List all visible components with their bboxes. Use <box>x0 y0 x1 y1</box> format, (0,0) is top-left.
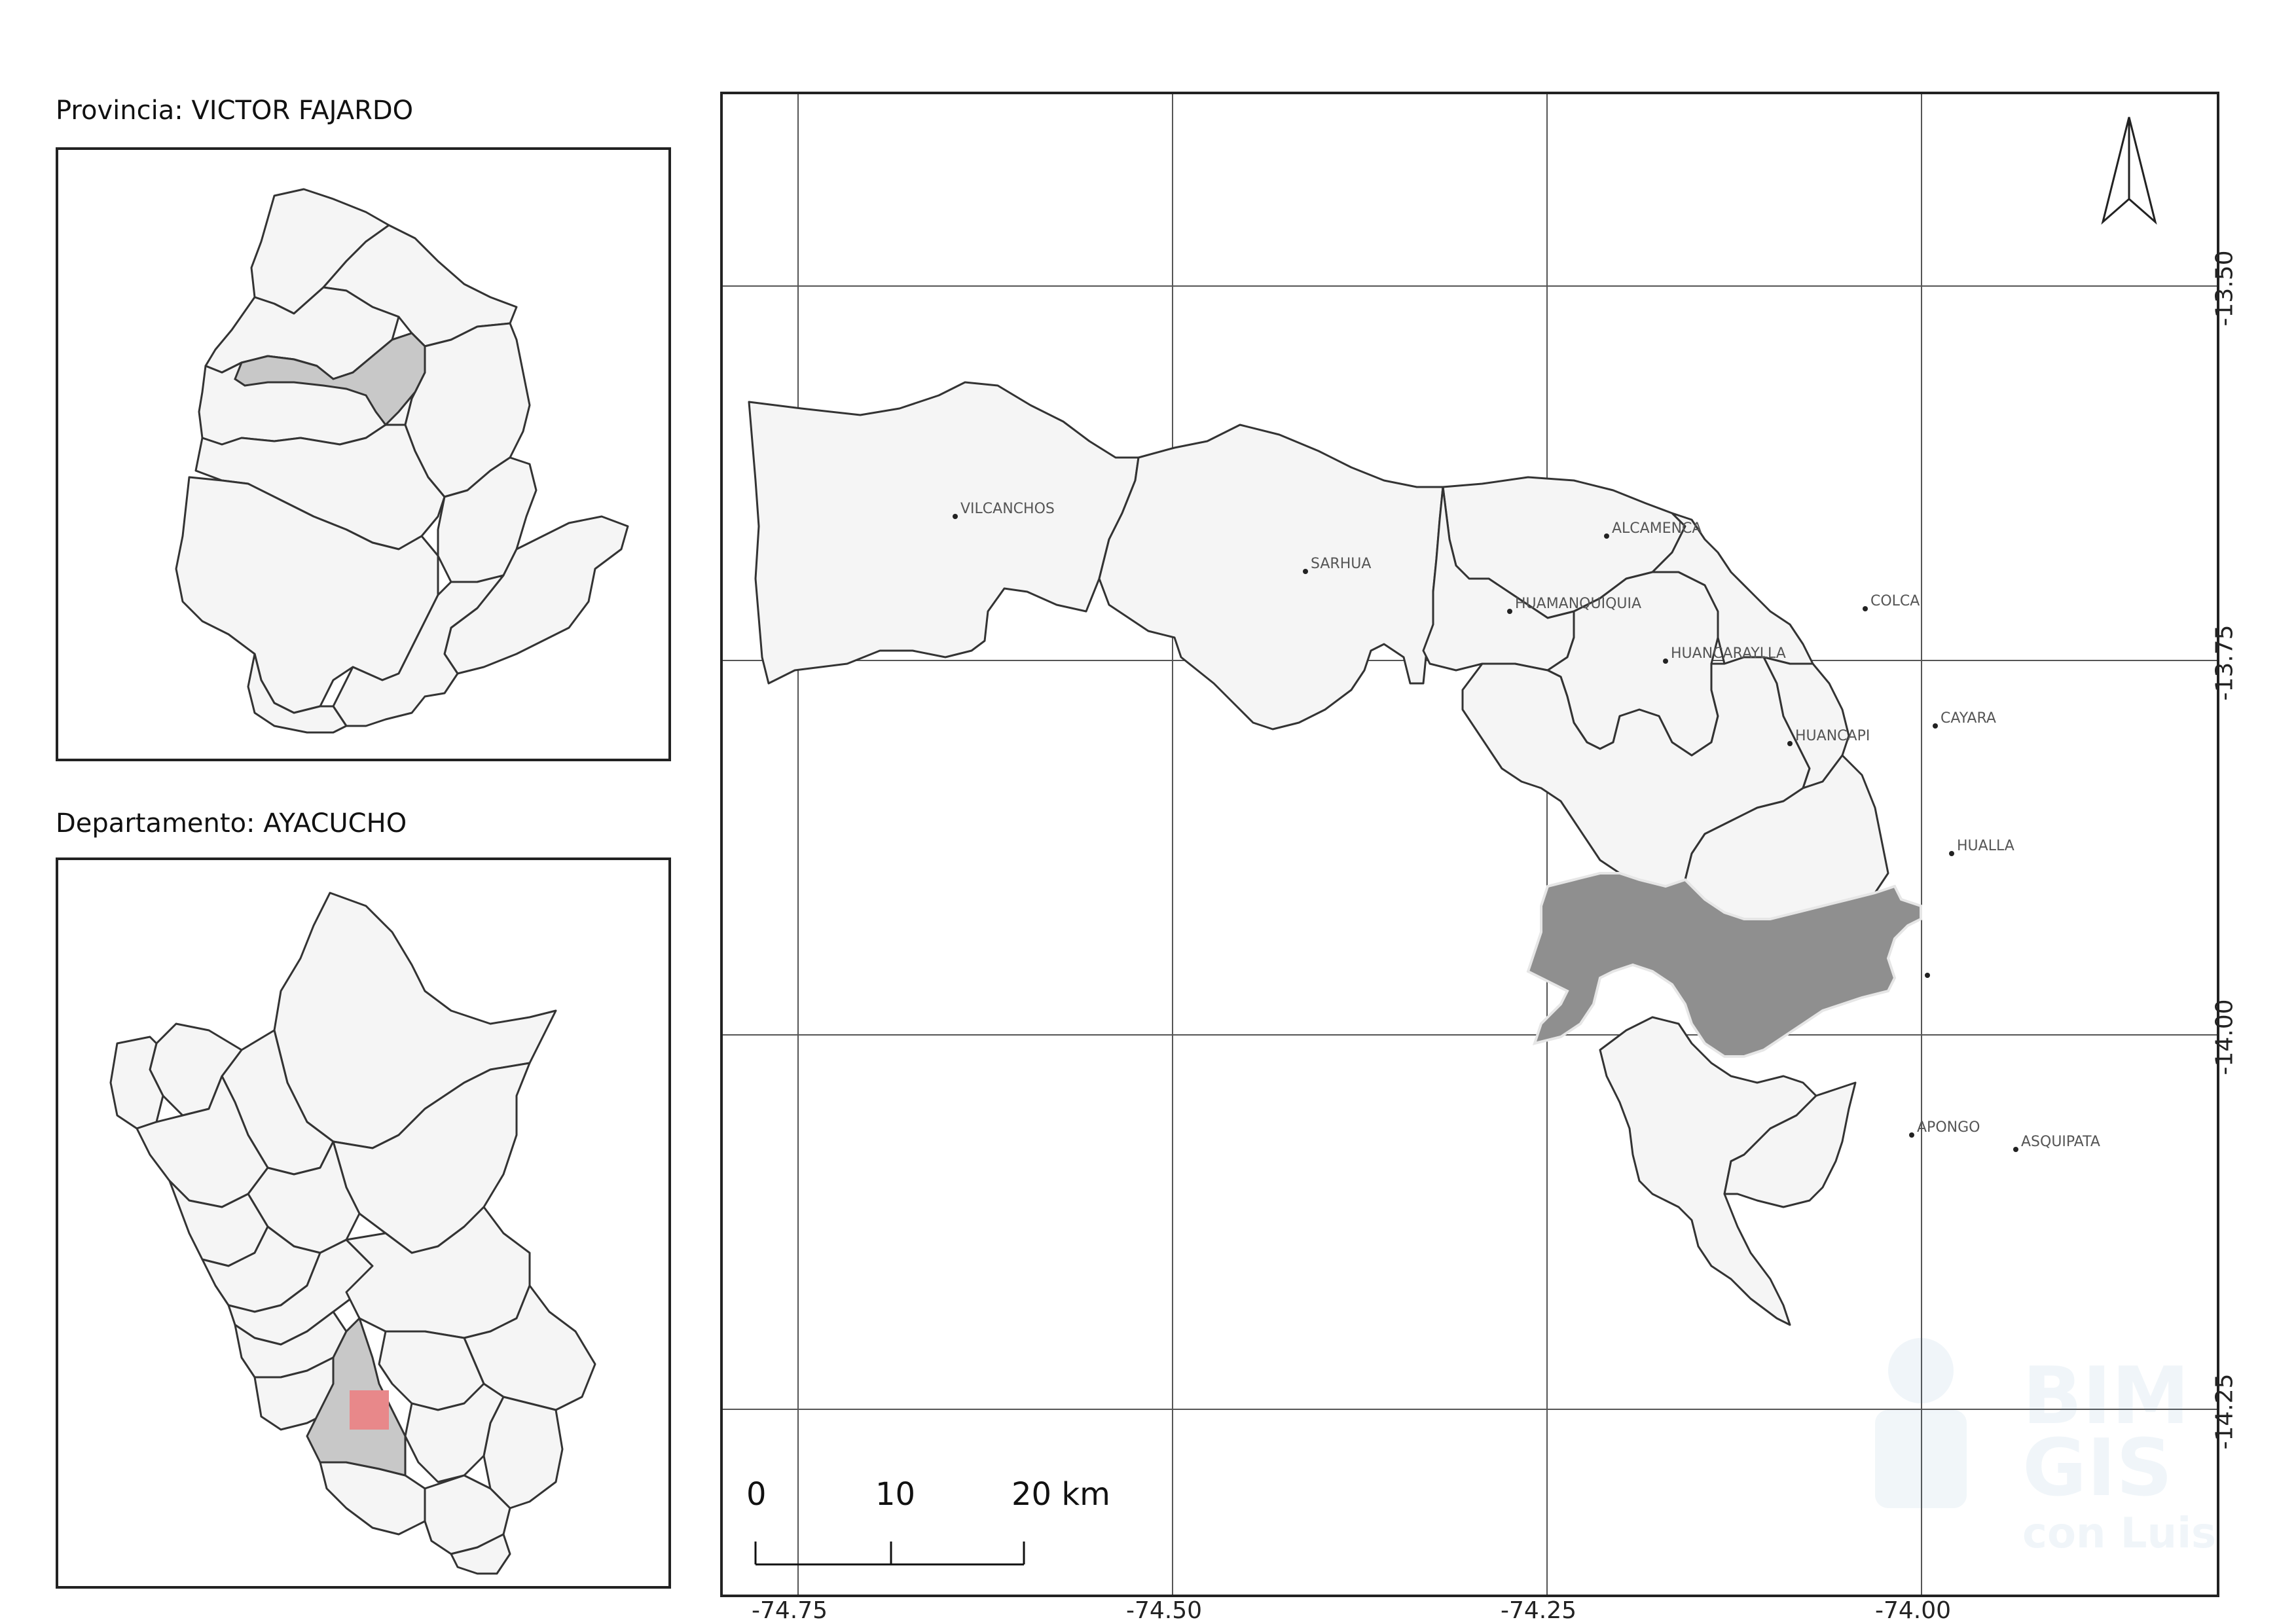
x-tick-label: -74.25 <box>1501 1597 1577 1624</box>
district-label: COLCA <box>1870 593 1920 609</box>
province-map <box>175 188 629 734</box>
province-district <box>247 653 348 734</box>
district-label: SARHUA <box>1311 556 1371 572</box>
province-locator-box <box>350 1390 389 1430</box>
peru-region <box>319 1461 426 1536</box>
capital-point <box>2013 1147 2018 1152</box>
capital-point <box>1925 973 1930 978</box>
x-tick-label: -74.50 <box>1126 1597 1203 1624</box>
district-label: VILCANCHOS <box>960 501 1055 517</box>
district-label: HUALLA <box>1957 838 2014 854</box>
district-label: HUANCARAYLLA <box>1671 645 1786 662</box>
district-asquipata <box>1723 1081 1857 1208</box>
capital-point <box>1787 741 1793 746</box>
capital-point <box>1303 569 1308 574</box>
district-label: HUANCAPI <box>1795 728 1870 744</box>
capital-point <box>1507 609 1512 614</box>
capital-point <box>1863 606 1868 611</box>
district-vilcanchos <box>748 381 1140 685</box>
svg-text:GIS: GIS <box>2022 1423 2173 1514</box>
main-map-frame: VILCANCHOS SARHUA ALCAMENCA HUAMANQUIQUI… <box>720 92 2219 1597</box>
capital-point <box>1909 1132 1914 1138</box>
peru-region <box>332 1062 531 1254</box>
main-map: VILCANCHOS SARHUA ALCAMENCA HUAMANQUIQUI… <box>723 94 2217 1595</box>
y-tick-label: -13.75 <box>2211 624 2238 701</box>
x-tick-label: -74.75 <box>752 1597 828 1624</box>
scale-label-10: 10 <box>875 1476 916 1513</box>
district-label: CAYARA <box>1941 710 1996 727</box>
department-inset-frame <box>56 857 671 1589</box>
province-inset-frame <box>56 147 671 761</box>
svg-text:con Luis: con Luis <box>2022 1509 2216 1558</box>
y-tick-label: -14.25 <box>2211 1373 2238 1450</box>
y-tick-label: -13.50 <box>2211 250 2238 327</box>
capital-point <box>1604 533 1609 539</box>
district-label: HUAMANQUIQUIA <box>1515 596 1641 612</box>
scale-label-0: 0 <box>746 1476 767 1513</box>
svg-text:BIM: BIM <box>2022 1351 2190 1442</box>
district-label: APONGO <box>1917 1119 1980 1136</box>
capital-point <box>1933 723 1938 729</box>
district-sarhua <box>1098 424 1444 731</box>
peru-region <box>404 1382 505 1483</box>
district-label: ASQUIPATA <box>2021 1134 2100 1150</box>
capital-point <box>1949 851 1954 856</box>
peru-region <box>450 1533 511 1575</box>
capital-point <box>953 514 958 519</box>
district-label: CANARIA <box>1933 960 1997 976</box>
capital-point <box>1663 659 1668 664</box>
scale-bar: 0 10 20 km <box>746 1476 1110 1574</box>
province-highlight-district <box>234 332 426 427</box>
district-apongo <box>1599 1016 1817 1326</box>
north-arrow-icon <box>2101 117 2157 225</box>
district-canaria <box>1526 872 1922 1058</box>
watermark: BIM GIS con Luis <box>1875 1338 2216 1558</box>
province-inset-title: Provincia: VICTOR FAJARDO <box>56 96 414 126</box>
y-tick-label: -14.00 <box>2211 999 2238 1075</box>
province-district <box>437 456 538 583</box>
district-label: ALCAMENCA <box>1612 520 1702 537</box>
peru-map <box>109 892 596 1575</box>
scale-label-20: 20 km <box>1011 1476 1110 1513</box>
x-tick-label: -74.00 <box>1875 1597 1952 1624</box>
peru-region <box>109 1036 164 1130</box>
department-inset-title: Departamento: AYACUCHO <box>56 808 407 839</box>
